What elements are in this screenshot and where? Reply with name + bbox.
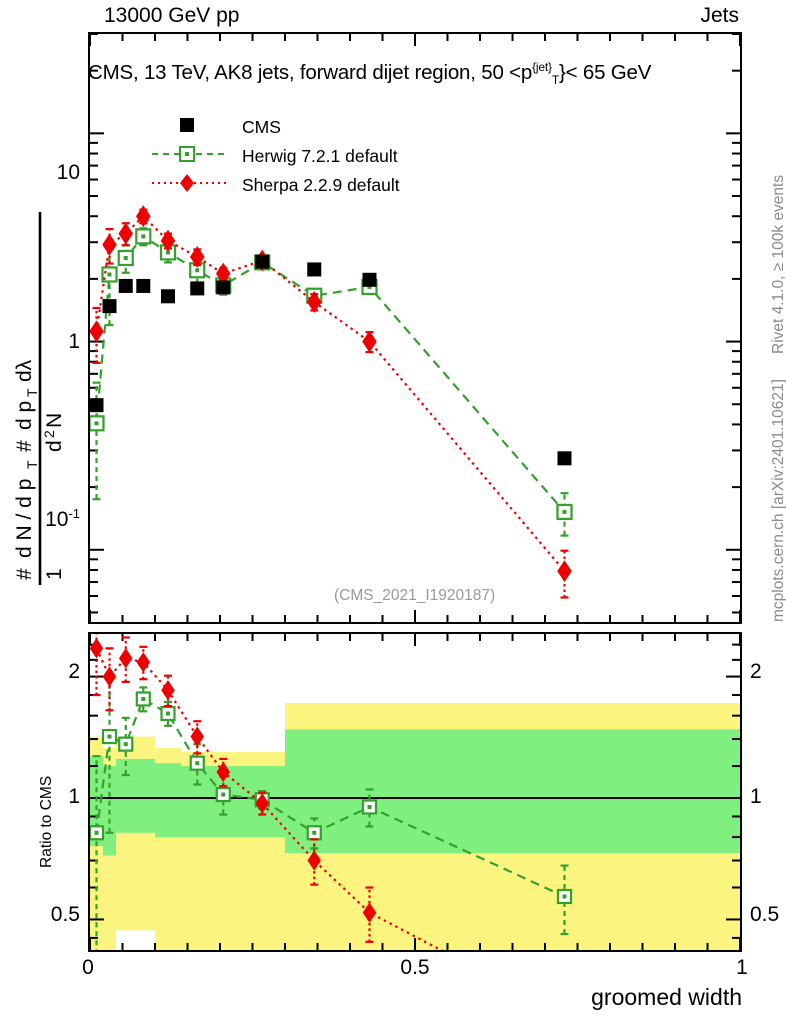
header-left-label: 13000 GeV pp <box>104 4 240 27</box>
svg-text:#: # <box>13 568 36 580</box>
filled-diamond-dotted-icon <box>150 168 234 197</box>
y-tick-label-1: 1 <box>68 330 80 353</box>
x-tick-label-0p5: 0.5 <box>400 956 430 979</box>
ratio-y-tick-label-0p5-left: 0.5 <box>50 903 80 926</box>
rivet-caption: Rivet 4.1.0, ≥ 100k events <box>748 32 786 362</box>
svg-text:T: T <box>24 460 40 469</box>
plot-title: CMS, 13 TeV, AK8 jets, forward dijet reg… <box>88 60 651 87</box>
plot-title-pre: CMS, 13 TeV, AK8 jets, forward dijet reg… <box>88 60 533 84</box>
y-axis-title: # d N / d p T # d p T dλ 1 d 2 N <box>0 0 88 640</box>
y-tick-exponent: -1 <box>68 506 80 521</box>
svg-text:dλ: dλ <box>13 359 36 382</box>
ratio-y-tick-label-0p5-right: 0.5 <box>750 903 780 926</box>
y-tick-label-0p1: 10-1 <box>6 506 80 532</box>
ratio-plot-svg <box>90 634 740 950</box>
svg-text:2: 2 <box>41 430 57 438</box>
legend-label-cms: CMS <box>242 117 281 137</box>
x-axis-title: groomed width <box>591 984 742 1010</box>
svg-text:d p: d p <box>13 401 36 430</box>
svg-text:#: # <box>13 440 36 452</box>
analysis-id-watermark: (CMS_2021_I1920187) <box>334 587 496 604</box>
ratio-y-tick-label-1-left: 1 <box>68 785 80 808</box>
filled-square-icon <box>150 110 234 139</box>
main-plot-frame <box>88 32 742 624</box>
x-tick-label-1: 1 <box>736 956 748 979</box>
ratio-y-axis-title: Ratio to CMS <box>18 700 55 880</box>
main-plot-svg <box>90 34 740 622</box>
y-tick-label-10: 10 <box>56 161 80 184</box>
plot-title-subscript: T <box>551 72 559 87</box>
ratio-y-axis-title-text: Ratio to CMS <box>38 775 55 868</box>
header-right-label: Jets <box>700 4 739 27</box>
ratio-plot-frame <box>88 632 742 952</box>
legend-label-sherpa: Sherpa 2.2.9 default <box>242 175 400 195</box>
svg-text:d: d <box>43 440 66 452</box>
ratio-y-tick-label-2-right: 2 <box>750 660 762 683</box>
ratio-y-tick-label-2-left: 2 <box>68 660 80 683</box>
plot-title-superscript: {jet} <box>532 60 552 74</box>
svg-text:1: 1 <box>43 568 66 580</box>
mcplots-caption-text: mcplots.cern.ch [arXiv:2401.10621] <box>770 379 786 622</box>
svg-text:T: T <box>24 388 40 397</box>
open-square-dashed-icon <box>150 139 234 168</box>
svg-text:d N / d p: d N / d p <box>13 479 36 558</box>
ratio-y-tick-label-1-right: 1 <box>750 785 762 808</box>
x-tick-label-0: 0 <box>82 956 94 979</box>
plot-title-post: }< 65 GeV <box>558 60 652 84</box>
y-tick-mantissa: 10 <box>45 508 69 531</box>
rivet-caption-text: Rivet 4.1.0, ≥ 100k events <box>770 174 786 354</box>
legend-label-herwig: Herwig 7.2.1 default <box>242 146 398 166</box>
svg-text:N: N <box>43 413 66 428</box>
mcplots-caption: mcplots.cern.ch [arXiv:2401.10621] <box>748 330 786 630</box>
